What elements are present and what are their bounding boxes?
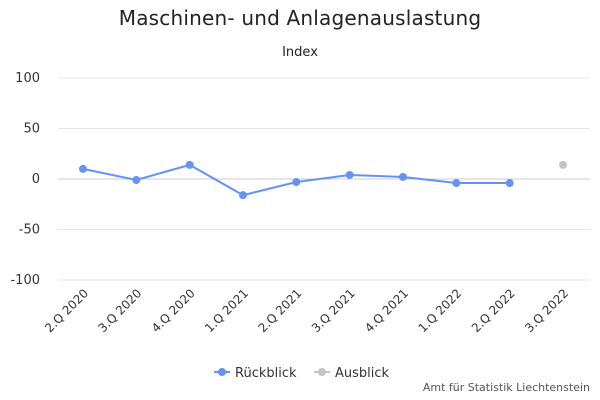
x-tick-label: 2.Q 2020 xyxy=(42,286,91,335)
data-point xyxy=(292,178,301,187)
y-tick-label: 0 xyxy=(32,172,40,187)
x-tick-label: 3.Q 2021 xyxy=(309,286,358,335)
chart-subtitle: Index xyxy=(282,45,318,60)
x-tick-label: 2.Q 2021 xyxy=(255,286,304,335)
y-tick-label: 50 xyxy=(23,122,40,137)
data-point xyxy=(185,160,194,169)
x-tick-label: 2.Q 2022 xyxy=(469,286,518,335)
data-point xyxy=(505,179,514,188)
legend-label: Rückblick xyxy=(235,366,297,381)
x-tick-label: 4.Q 2020 xyxy=(149,286,198,335)
x-tick-label: 1.Q 2022 xyxy=(415,286,464,335)
data-point xyxy=(399,172,407,181)
source-credit: Amt für Statistik Liechtenstein xyxy=(422,381,590,394)
data-point xyxy=(132,176,141,185)
legend-label: Ausblick xyxy=(335,366,390,381)
data-point xyxy=(452,179,461,188)
y-tick-label: -100 xyxy=(10,273,40,288)
data-point xyxy=(559,160,567,169)
data-point xyxy=(345,170,354,179)
y-tick-label: 100 xyxy=(15,71,40,86)
x-tick-label: 3.Q 2020 xyxy=(95,286,144,335)
y-tick-label: -50 xyxy=(19,223,40,238)
x-tick-label: 4.Q 2021 xyxy=(362,286,411,335)
legend-marker xyxy=(318,368,326,376)
chart-title: Maschinen- und Anlagenauslastung xyxy=(118,6,482,30)
data-point xyxy=(79,164,87,173)
x-tick-label: 3.Q 2022 xyxy=(522,286,571,335)
data-point xyxy=(239,191,247,200)
x-tick-label: 1.Q 2021 xyxy=(202,286,251,335)
legend-marker xyxy=(218,368,226,376)
